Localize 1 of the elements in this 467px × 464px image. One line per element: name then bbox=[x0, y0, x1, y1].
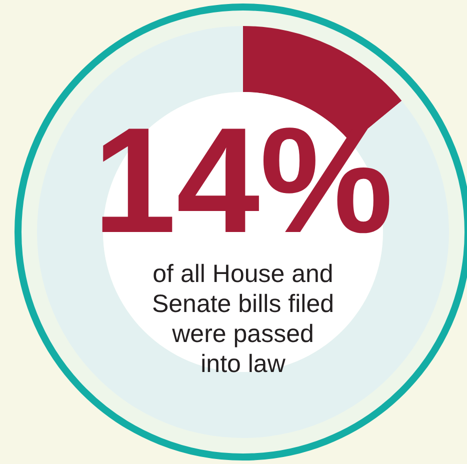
donut-slice bbox=[37, 26, 449, 438]
